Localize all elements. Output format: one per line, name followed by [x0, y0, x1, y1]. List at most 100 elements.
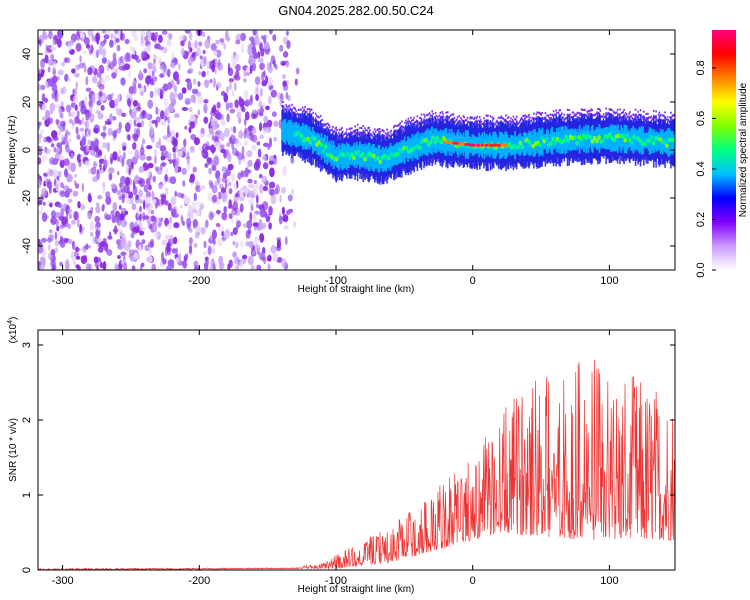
noise-blob: [215, 39, 220, 45]
band-edge: [346, 128, 348, 131]
noise-blob: [50, 143, 55, 148]
band-edge: [371, 134, 374, 137]
noise-blob: [235, 63, 241, 72]
band-mid: [532, 129, 535, 157]
noise-blob: [117, 170, 120, 176]
band-edge: [526, 120, 529, 123]
band-edge: [611, 114, 614, 117]
noise-blob: [225, 102, 230, 111]
band-edge: [310, 108, 313, 111]
band-edge: [617, 113, 620, 116]
noise-blob: [38, 73, 42, 82]
band-mid: [410, 138, 413, 158]
noise-blob: [213, 263, 216, 270]
noise-blob: [75, 31, 81, 41]
band-edge: [549, 113, 552, 116]
noise-blob: [214, 58, 218, 68]
noise-blob: [117, 93, 121, 102]
band-edge: [326, 126, 328, 129]
band-edge: [283, 108, 286, 111]
noise-blob: [119, 213, 125, 221]
noise-blob: [244, 111, 250, 121]
band-edge: [588, 110, 590, 112]
band-edge: [589, 109, 592, 112]
noise-blob: [194, 227, 202, 233]
noise-region: [38, 30, 300, 270]
noise-blob: [202, 251, 209, 256]
noise-blob: [240, 102, 244, 112]
band-edge: [344, 132, 347, 135]
band-mid: [332, 140, 335, 169]
snr-y-axis: 0 1 2 3: [21, 342, 675, 573]
band-peak: [452, 141, 457, 145]
band-core: [306, 136, 310, 142]
noise-blob: [165, 151, 172, 160]
band-edge: [406, 120, 409, 123]
noise-blob: [230, 231, 234, 237]
band-edge: [378, 128, 381, 130]
noise-blob: [204, 39, 211, 49]
band-edge: [339, 134, 342, 137]
band-mid: [659, 129, 662, 155]
band-edge: [390, 129, 392, 132]
snr-x-label: Height of straight line (km): [298, 584, 415, 595]
noise-blob: [147, 99, 154, 109]
band-peak: [446, 140, 451, 144]
noise-blob: [67, 223, 72, 229]
band-edge: [456, 116, 459, 119]
noise-blob: [134, 221, 138, 228]
band-edge: [640, 114, 643, 117]
band-core: [433, 139, 437, 144]
band-edge: [560, 114, 562, 117]
noise-blob: [214, 68, 217, 75]
band-edge: [555, 109, 557, 112]
noise-blob: [87, 139, 92, 145]
noise-blob: [193, 242, 198, 248]
snr-x-axis: -300 -200 -100 0 100: [52, 330, 619, 587]
band-mid: [673, 133, 675, 152]
band-edge: [335, 126, 337, 129]
noise-blob: [153, 149, 158, 156]
noise-blob: [178, 252, 182, 263]
noise-blob: [49, 157, 56, 165]
noise-blob: [48, 243, 51, 251]
noise-blob: [190, 94, 196, 103]
noise-blob: [101, 57, 107, 64]
noise-blob: [65, 207, 69, 217]
noise-blob: [142, 110, 145, 117]
noise-blob: [215, 209, 221, 215]
band-core: [323, 144, 328, 149]
noise-blob: [67, 138, 72, 144]
noise-blob: [107, 235, 113, 240]
band-edge: [583, 109, 585, 111]
noise-blob: [262, 252, 266, 258]
noise-blob: [187, 56, 193, 67]
noise-blob: [211, 163, 215, 171]
noise-blob: [153, 232, 159, 237]
noise-blob: [223, 150, 227, 159]
noise-blob: [64, 190, 70, 198]
noise-blob: [119, 55, 124, 64]
noise-blob: [251, 109, 258, 114]
band-edge: [478, 119, 480, 122]
noise-blob: [96, 100, 102, 106]
band-edge: [594, 114, 597, 117]
noise-blob: [132, 142, 137, 150]
band-mid: [642, 126, 644, 155]
noise-blob: [203, 261, 209, 270]
band-core: [352, 155, 356, 160]
band-core: [376, 155, 380, 161]
noise-blob: [147, 35, 152, 41]
band-edge: [628, 112, 630, 115]
band-core: [671, 137, 675, 142]
band-edge: [643, 116, 646, 119]
noise-blob: [232, 240, 236, 246]
noise-blob: [146, 155, 152, 161]
band-core: [431, 135, 435, 140]
band-core: [345, 151, 350, 156]
noise-blob: [116, 44, 121, 52]
noise-blob: [78, 100, 85, 108]
noise-blob: [85, 112, 90, 121]
band-edge: [655, 110, 657, 113]
